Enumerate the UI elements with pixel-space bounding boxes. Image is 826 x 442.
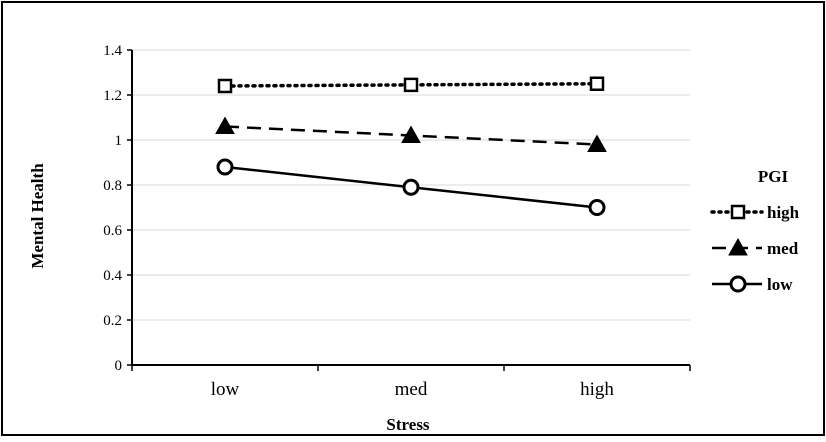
y-tick-label: 0.2: [103, 313, 122, 329]
series-high: [217, 76, 605, 94]
x-tick-label: low: [211, 379, 240, 400]
series-low: [216, 158, 606, 216]
legend-label-med: med: [767, 239, 799, 258]
data-point-high: [589, 76, 605, 91]
data-point-med: [215, 116, 235, 134]
legend-label-low: low: [767, 275, 793, 294]
legend-item-med: med: [712, 237, 799, 258]
legend-label-high: high: [767, 203, 800, 222]
y-tick-labels: 0 0.2 0.4 0.6 0.8 1 1.2 1.4: [103, 43, 122, 374]
y-tick-label: 0: [115, 358, 123, 374]
legend-title: PGI: [758, 167, 789, 186]
data-point-low: [588, 199, 606, 216]
legend-marker-low: [729, 275, 747, 293]
y-tick-label: 1: [115, 133, 123, 149]
series-group: [215, 76, 607, 216]
y-tick-label: 0.8: [103, 178, 122, 194]
y-axis-title: Mental Health: [28, 163, 47, 269]
series-line-high: [223, 82, 599, 88]
series-med: [215, 116, 607, 152]
x-axis-title: Stress: [386, 415, 430, 434]
x-tick-label: med: [395, 379, 428, 400]
data-point-high: [217, 78, 233, 94]
legend-marker-med: [728, 237, 748, 256]
data-point-high: [403, 77, 419, 93]
y-tick-label: 1.2: [103, 88, 122, 104]
axes: [127, 49, 691, 371]
y-tick-label: 0.4: [103, 268, 122, 284]
legend-item-high: high: [710, 203, 800, 222]
x-tick-label: high: [580, 379, 614, 400]
legend-item-low: low: [712, 275, 793, 294]
y-tick-label: 0.6: [103, 223, 122, 239]
data-point-med: [401, 125, 421, 143]
legend: PGI high med low: [710, 167, 800, 294]
y-tick-label: 1.4: [103, 43, 122, 59]
x-tick-labels: low med high: [211, 379, 615, 400]
legend-marker-high: [730, 204, 746, 220]
data-point-low: [216, 158, 234, 176]
data-point-med: [587, 134, 607, 152]
data-point-low: [402, 178, 420, 196]
